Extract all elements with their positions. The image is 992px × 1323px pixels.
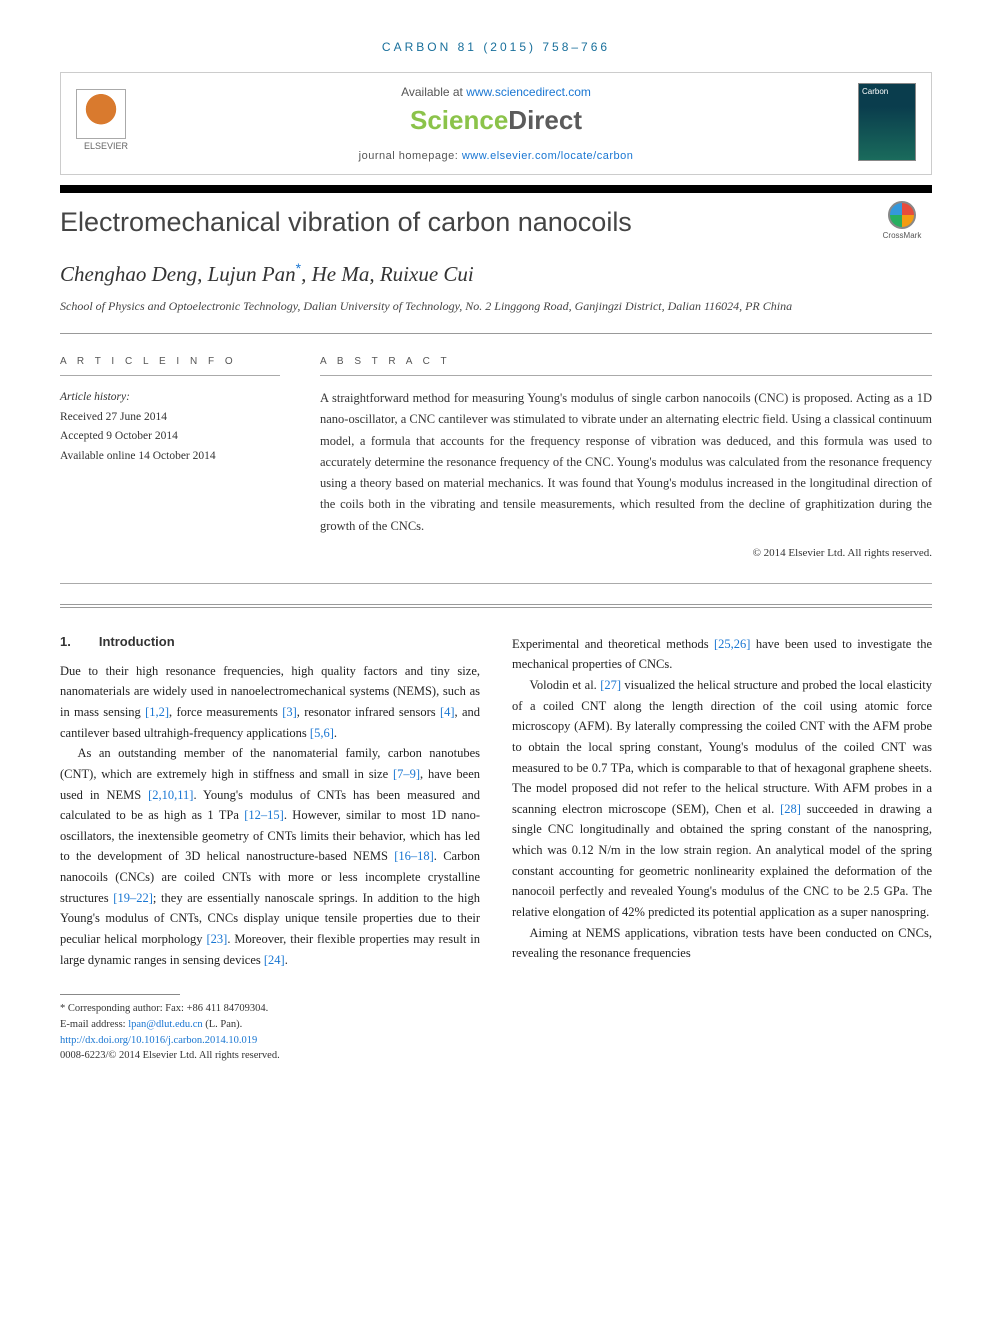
ref-link[interactable]: [3] [282, 705, 297, 719]
logo-part-a: Science [410, 105, 508, 135]
ref-link[interactable]: [23] [206, 932, 227, 946]
doi-link[interactable]: http://dx.doi.org/10.1016/j.carbon.2014.… [60, 1035, 257, 1046]
sciencedirect-link[interactable]: www.sciencedirect.com [466, 85, 591, 99]
ref-link[interactable]: [27] [600, 678, 621, 692]
paragraph: As an outstanding member of the nanomate… [60, 743, 480, 970]
article-title: Electromechanical vibration of carbon na… [60, 207, 932, 238]
article-info-heading: A R T I C L E I N F O [60, 356, 280, 376]
volume: 81 [458, 40, 477, 54]
homepage-link[interactable]: www.elsevier.com/locate/carbon [462, 150, 634, 162]
abstract-block: A B S T R A C T A straightforward method… [320, 356, 932, 559]
homepage-prefix: journal homepage: [359, 150, 462, 162]
journal-cover-thumbnail: Carbon [858, 83, 916, 161]
ref-link[interactable]: [2,10,11] [148, 788, 193, 802]
ref-link[interactable]: [12–15] [244, 808, 284, 822]
publisher-header: ELSEVIER Carbon Available at www.science… [60, 72, 932, 175]
journal-cover-title: Carbon [859, 84, 915, 99]
email-label: E-mail address: [60, 1019, 128, 1030]
section-heading: 1. Introduction [60, 634, 480, 649]
pages: 758–766 [542, 40, 610, 54]
abstract-text: A straightforward method for measuring Y… [320, 388, 932, 537]
author-list: Chenghao Deng, Lujun Pan*, He Ma, Ruixue… [60, 260, 932, 287]
authors-after-corr: , He Ma, Ruixue Cui [301, 262, 474, 286]
email-suffix: (L. Pan). [203, 1019, 243, 1030]
journal-name: CARBON [382, 40, 451, 54]
running-header: CARBON 81 (2015) 758–766 [60, 40, 932, 54]
available-at: Available at www.sciencedirect.com [81, 85, 911, 99]
left-column: 1. Introduction Due to their high resonan… [60, 634, 480, 1064]
crossmark-label: CrossMark [872, 231, 932, 240]
body-text: Experimental and theoretical methods [25… [512, 634, 932, 964]
available-prefix: Available at [401, 85, 466, 99]
accepted-date: Accepted 9 October 2014 [60, 427, 280, 447]
paragraph: Due to their high resonance frequencies,… [60, 661, 480, 744]
received-date: Received 27 June 2014 [60, 408, 280, 428]
logo-part-b: Direct [508, 105, 582, 135]
paragraph: Experimental and theoretical methods [25… [512, 634, 932, 675]
ref-link[interactable]: [5,6] [310, 726, 334, 740]
issn-copyright: 0008-6223/© 2014 Elsevier Ltd. All right… [60, 1048, 480, 1064]
info-abstract-row: A R T I C L E I N F O Article history: R… [60, 356, 932, 559]
abstract-heading: A B S T R A C T [320, 356, 932, 376]
section-number: 1. [60, 634, 71, 649]
ref-link[interactable]: [28] [780, 802, 801, 816]
article-info-block: A R T I C L E I N F O Article history: R… [60, 356, 280, 559]
email-line: E-mail address: lpan@dlut.edu.cn (L. Pan… [60, 1017, 480, 1033]
paragraph: Volodin et al. [27] visualized the helic… [512, 675, 932, 923]
affiliation: School of Physics and Optoelectronic Tec… [60, 297, 932, 315]
title-rule [60, 185, 932, 193]
crossmark-badge[interactable]: CrossMark [872, 201, 932, 240]
separator [60, 333, 932, 334]
paragraph: Aiming at NEMS applications, vibration t… [512, 923, 932, 964]
body-columns: 1. Introduction Due to their high resonan… [60, 634, 932, 1064]
ref-link[interactable]: [16–18] [394, 849, 434, 863]
ref-link[interactable]: [1,2] [145, 705, 169, 719]
ref-link[interactable]: [7–9] [393, 767, 420, 781]
authors-before-corr: Chenghao Deng, Lujun Pan [60, 262, 296, 286]
journal-homepage: journal homepage: www.elsevier.com/locat… [81, 150, 911, 162]
right-column: Experimental and theoretical methods [25… [512, 634, 932, 1064]
corresponding-author: * Corresponding author: Fax: +86 411 847… [60, 1001, 480, 1017]
history-label: Article history: [60, 388, 280, 408]
elsevier-logo: ELSEVIER [76, 89, 136, 159]
ref-link[interactable]: [4] [440, 705, 455, 719]
body-text: Due to their high resonance frequencies,… [60, 661, 480, 970]
year: (2015) [483, 40, 536, 54]
sciencedirect-logo: ScienceDirect [81, 105, 911, 136]
abstract-copyright: © 2014 Elsevier Ltd. All rights reserved… [320, 547, 932, 559]
email-link[interactable]: lpan@dlut.edu.cn [128, 1019, 202, 1030]
article-history: Article history: Received 27 June 2014 A… [60, 388, 280, 466]
crossmark-icon [888, 201, 916, 229]
ref-link[interactable]: [24] [264, 953, 285, 967]
elsevier-tree-icon [76, 89, 126, 139]
footnote-block: * Corresponding author: Fax: +86 411 847… [60, 1001, 480, 1064]
ref-link[interactable]: [19–22] [113, 891, 153, 905]
ref-link[interactable]: [25,26] [714, 637, 750, 651]
elsevier-label: ELSEVIER [76, 141, 136, 151]
double-rule [60, 604, 932, 608]
footnote-rule [60, 994, 180, 995]
separator [60, 583, 932, 584]
online-date: Available online 14 October 2014 [60, 447, 280, 467]
section-title: Introduction [99, 634, 175, 649]
